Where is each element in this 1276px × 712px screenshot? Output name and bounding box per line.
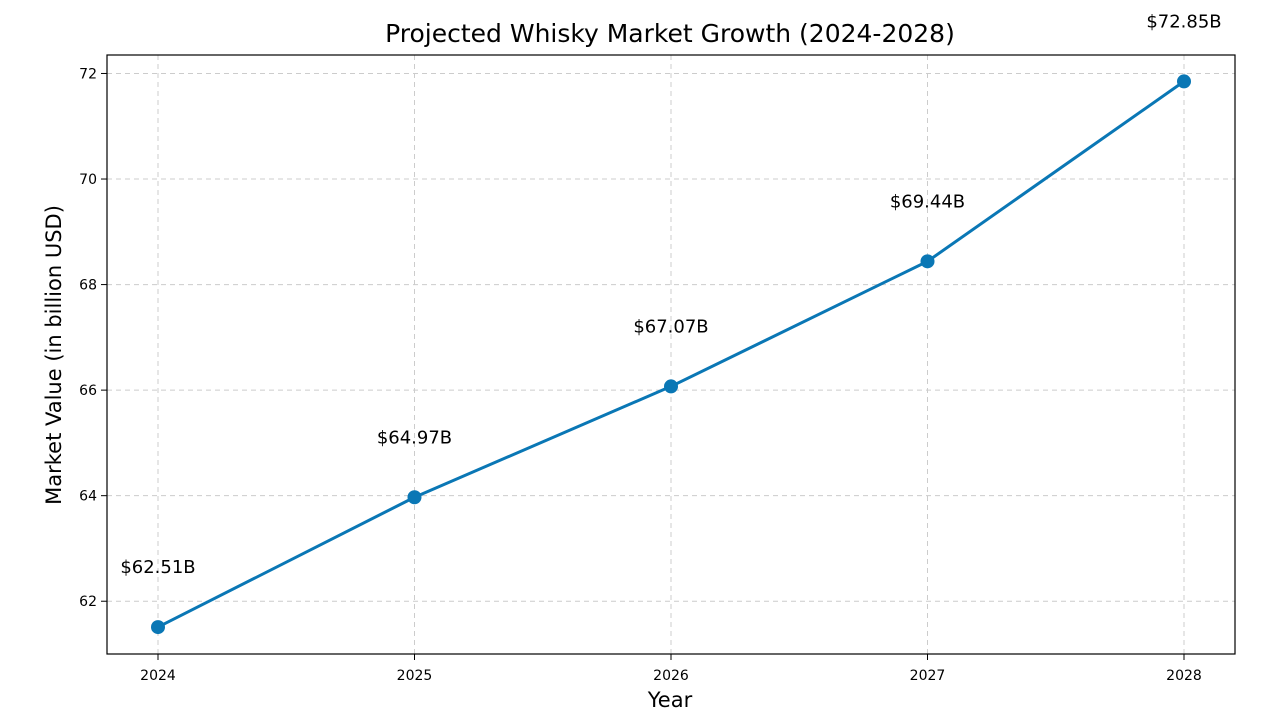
data-point bbox=[664, 379, 678, 394]
x-axis-label: Year bbox=[647, 688, 693, 712]
y-axis: 62 64 66 68 70 72 bbox=[79, 66, 107, 610]
data-point bbox=[1177, 74, 1191, 89]
y-tick-label: 70 bbox=[79, 172, 97, 188]
grid bbox=[107, 55, 1235, 654]
x-tick-label: 2024 bbox=[140, 668, 176, 684]
x-axis: 2024 2025 2026 2027 2028 bbox=[140, 654, 1202, 684]
y-axis-label: Market Value (in billion USD) bbox=[42, 205, 66, 505]
x-tick-label: 2025 bbox=[397, 668, 433, 684]
y-tick-label: 62 bbox=[79, 594, 97, 610]
data-labels: $62.51B $64.97B $67.07B $69.44B $72.85B bbox=[120, 11, 1221, 578]
data-label: $69.44B bbox=[890, 191, 965, 212]
x-tick-label: 2026 bbox=[653, 668, 689, 684]
y-tick-label: 72 bbox=[79, 66, 97, 82]
data-point bbox=[920, 254, 935, 269]
data-point bbox=[151, 620, 165, 635]
data-points bbox=[151, 74, 1191, 635]
data-label: $64.97B bbox=[377, 427, 452, 448]
chart-title: Projected Whisky Market Growth (2024-202… bbox=[385, 19, 955, 48]
y-tick-label: 66 bbox=[79, 383, 97, 399]
y-tick-label: 64 bbox=[79, 489, 97, 505]
data-point bbox=[407, 490, 422, 505]
x-tick-label: 2027 bbox=[910, 668, 946, 684]
data-label: $62.51B bbox=[120, 557, 195, 578]
x-tick-label: 2028 bbox=[1166, 668, 1202, 684]
data-label: $67.07B bbox=[633, 316, 708, 337]
y-tick-label: 68 bbox=[79, 278, 97, 294]
data-label: $72.85B bbox=[1146, 11, 1221, 32]
